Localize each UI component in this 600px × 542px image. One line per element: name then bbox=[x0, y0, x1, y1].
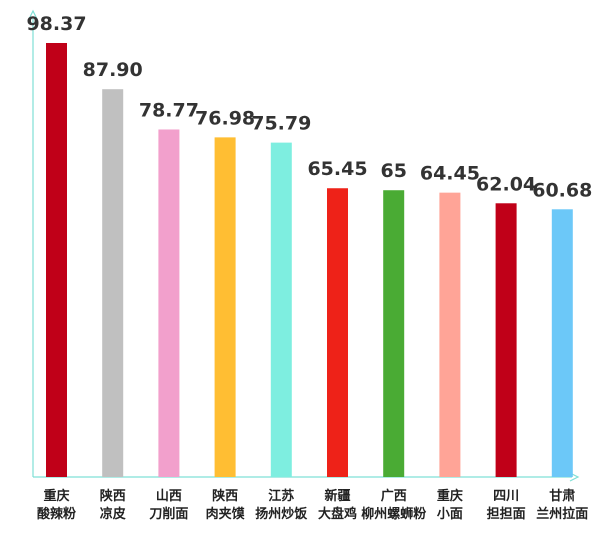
chart-bars bbox=[46, 43, 573, 478]
category-label: 江苏 bbox=[268, 488, 294, 504]
bar bbox=[270, 142, 292, 477]
category-label: 陕西 bbox=[212, 488, 238, 504]
bar bbox=[383, 190, 405, 477]
data-label: 64.45 bbox=[420, 163, 480, 185]
data-label: 76.98 bbox=[195, 107, 255, 129]
category-label: 陕西 bbox=[100, 488, 126, 504]
bar bbox=[551, 209, 573, 478]
category-label: 酸辣粉 bbox=[37, 506, 76, 522]
category-label: 甘肃 bbox=[549, 488, 575, 504]
category-label: 新疆 bbox=[324, 488, 350, 504]
chart-category-labels: 重庆酸辣粉陕西凉皮山西刀削面陕西肉夹馍江苏扬州炒饭新疆大盘鸡广西柳州螺蛳粉重庆小… bbox=[37, 488, 588, 522]
data-label: 98.37 bbox=[26, 13, 86, 35]
category-label: 柳州螺蛳粉 bbox=[361, 506, 426, 522]
data-label: 78.77 bbox=[139, 99, 199, 121]
bar bbox=[158, 129, 180, 477]
category-label: 兰州拉面 bbox=[536, 506, 588, 522]
bar bbox=[439, 192, 461, 477]
category-label: 刀削面 bbox=[149, 506, 188, 522]
category-label: 重庆 bbox=[437, 488, 463, 504]
category-label: 凉皮 bbox=[100, 506, 126, 522]
category-label: 扬州炒饭 bbox=[255, 506, 307, 522]
category-label: 重庆 bbox=[43, 488, 69, 504]
bar bbox=[214, 137, 236, 477]
category-label: 肉夹馍 bbox=[206, 506, 246, 522]
data-label: 60.68 bbox=[532, 179, 592, 201]
data-label: 62.04 bbox=[476, 173, 536, 195]
data-label: 87.90 bbox=[83, 59, 143, 81]
data-label: 65.45 bbox=[307, 158, 367, 180]
data-label: 75.79 bbox=[251, 113, 311, 135]
category-label: 山西 bbox=[156, 488, 182, 504]
data-label: 65 bbox=[380, 160, 406, 182]
category-label: 担担面 bbox=[487, 506, 526, 522]
category-label: 大盘鸡 bbox=[318, 506, 357, 522]
bar bbox=[102, 89, 124, 477]
category-label: 小面 bbox=[437, 507, 463, 522]
bar bbox=[495, 203, 517, 477]
bar bbox=[46, 43, 67, 477]
bar bbox=[327, 188, 348, 477]
category-label: 广西 bbox=[381, 488, 407, 504]
y-axis-arrow-icon bbox=[28, 9, 38, 20]
category-label: 四川 bbox=[493, 489, 519, 504]
